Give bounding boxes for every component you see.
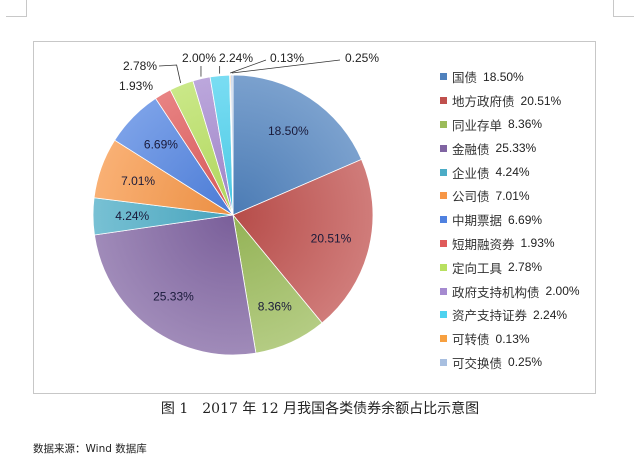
legend-name: 短期融资券	[452, 236, 515, 252]
data-label-1: 20.51%	[311, 232, 352, 246]
legend-name: 资产支持证券	[452, 308, 528, 324]
legend-swatch-icon	[440, 287, 447, 295]
legend-item: 可交换债 0.25%	[440, 351, 600, 375]
pie-slices	[92, 74, 374, 356]
legend-item: 中期票据 6.69%	[440, 208, 600, 232]
data-label-12: 0.25%	[345, 51, 379, 65]
legend-value: 0.13%	[495, 331, 530, 346]
legend-name: 地方政府债	[452, 94, 515, 110]
legend-swatch-icon	[440, 120, 447, 128]
pie-slice-1	[232, 158, 374, 324]
legend-item: 政府支持机构债 2.00%	[440, 279, 600, 303]
data-label-4: 4.24%	[115, 209, 149, 223]
legend-name: 企业债	[452, 165, 490, 181]
leader-line-11	[230, 59, 267, 74]
data-label-8: 2.78%	[123, 59, 157, 73]
legend-swatch-icon	[440, 97, 447, 105]
legend-name: 政府支持机构债	[452, 284, 540, 300]
legend-value: 0.25%	[508, 355, 543, 370]
data-label-6: 6.69%	[144, 138, 178, 152]
legend-item: 定向工具 2.78%	[440, 255, 600, 279]
legend-swatch-icon	[440, 168, 447, 176]
data-label-3: 25.33%	[153, 289, 194, 303]
page-corner-mark-right	[613, 0, 634, 17]
data-labels: 18.50% 20.51% 8.36% 25.33% 4.24% 7.01% 6.69% 1.…	[115, 51, 379, 314]
legend-name: 金融债	[452, 141, 490, 157]
legend-swatch-icon	[440, 335, 447, 343]
page-corner-mark-left	[6, 0, 27, 17]
legend-value: 20.51%	[520, 93, 562, 108]
legend-swatch-icon	[440, 216, 447, 224]
legend-value: 7.01%	[495, 188, 530, 203]
legend-name: 同业存单	[452, 117, 503, 133]
pie-slice-0	[232, 74, 363, 216]
legend-swatch-icon	[440, 144, 447, 152]
legend-swatch-icon	[440, 239, 447, 247]
legend-value: 6.69%	[508, 212, 543, 227]
legend-item: 金融债 25.33%	[440, 136, 600, 160]
legend-item: 资产支持证券 2.24%	[440, 303, 600, 327]
legend-item: 短期融资券 1.93%	[440, 232, 600, 256]
legend-name: 中期票据	[452, 213, 503, 229]
legend-item: 地方政府债 20.51%	[440, 89, 600, 113]
legend-name: 国债	[452, 70, 478, 86]
legend-value: 8.36%	[508, 117, 543, 132]
data-label-2: 8.36%	[258, 300, 292, 314]
pie-slice-3	[93, 214, 257, 356]
legend-value: 2.24%	[533, 307, 568, 322]
legend-value: 25.33%	[495, 141, 537, 156]
legend-value: 1.93%	[520, 236, 555, 251]
legend-swatch-icon	[440, 73, 447, 81]
legend-item: 同业存单 8.36%	[440, 113, 600, 137]
legend-value: 18.50%	[483, 69, 524, 84]
legend-item: 公司债 7.01%	[440, 184, 600, 208]
pie-slice-12	[230, 74, 234, 216]
data-source-note: 数据来源：Wind 数据库	[33, 443, 147, 455]
legend-swatch-icon	[440, 311, 447, 319]
leader-line-8	[158, 64, 182, 84]
legend-swatch-icon	[440, 192, 447, 200]
legend-item: 国债 18.50%	[440, 65, 600, 89]
legend-name: 可转债	[452, 332, 490, 348]
data-label-11: 0.13%	[270, 51, 304, 65]
data-label-7: 1.93%	[119, 79, 153, 93]
legend-value: 4.24%	[495, 165, 530, 180]
legend-name: 公司债	[452, 189, 490, 205]
legend-item: 可转债 0.13%	[440, 327, 600, 351]
data-label-0: 18.50%	[268, 124, 309, 138]
data-label-10: 2.24%	[219, 51, 253, 65]
figure-caption: 图 1 2017 年 12 月我国各类债券余额占比示意图	[160, 401, 480, 417]
data-label-9: 2.00%	[182, 51, 216, 65]
legend-name: 定向工具	[452, 260, 503, 276]
legend-value: 2.78%	[508, 260, 543, 275]
legend-value: 2.00%	[545, 284, 580, 299]
legend-item: 企业债 4.24%	[440, 160, 600, 184]
legend: 国债 18.50% 地方政府债 20.51% 同业存单 8.36% 金融债 25.33% 企业债…	[440, 65, 600, 374]
leader-lines	[158, 59, 341, 84]
leader-line-12	[231, 59, 341, 74]
legend-swatch-icon	[440, 263, 447, 271]
legend-name: 可交换债	[452, 355, 503, 371]
legend-swatch-icon	[440, 358, 447, 366]
data-label-5: 7.01%	[121, 174, 155, 188]
